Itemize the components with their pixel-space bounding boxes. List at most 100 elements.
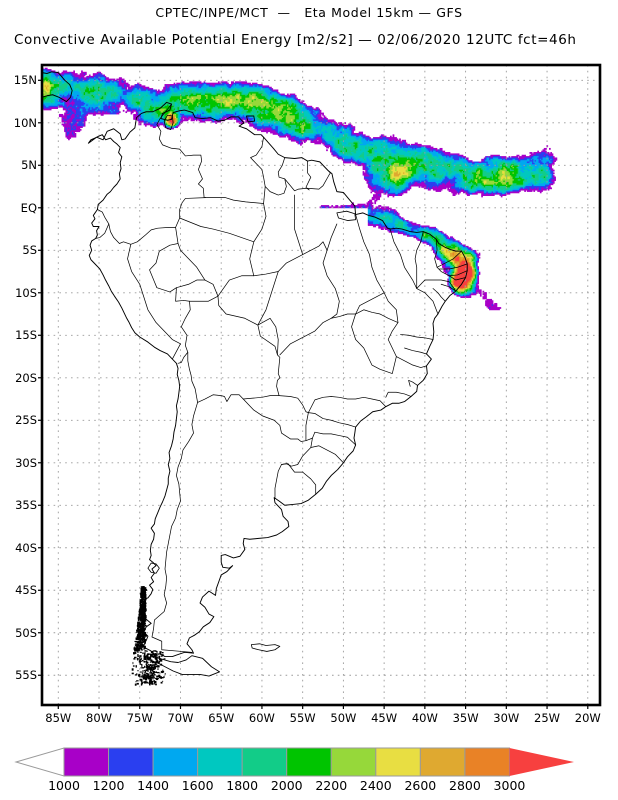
coastline-path <box>187 351 280 403</box>
y-axis-tick-label: 10S <box>15 285 37 300</box>
x-axis-tick-label: 35W <box>452 711 479 725</box>
coastline-path <box>389 227 439 315</box>
colorbar-segment <box>63 747 110 777</box>
graticule-gridlines <box>42 65 600 705</box>
coastline-path <box>416 279 457 292</box>
colorbar-segment <box>419 747 466 777</box>
colorbar-tick-label: 3000 <box>493 778 526 793</box>
coastline-path <box>203 51 216 56</box>
coastline-path <box>151 402 198 653</box>
x-axis-tick-label: 85W <box>45 711 72 725</box>
colorbar-segment <box>241 747 288 777</box>
coastline-path <box>310 445 344 464</box>
coastline-path <box>257 317 279 356</box>
colorbar-segment <box>286 747 332 777</box>
y-axis-tick-label: 35S <box>15 498 37 513</box>
coastline-path <box>179 217 255 243</box>
coastline-path <box>308 396 387 413</box>
x-axis-tick-label: 55W <box>289 711 316 725</box>
coastline-path <box>189 295 281 396</box>
coastline-path <box>414 231 424 289</box>
x-axis-tick-label: 45W <box>371 711 398 725</box>
x-axis-tick-label: 40W <box>411 711 438 725</box>
coastline-path <box>308 412 356 428</box>
coastline-path <box>205 197 264 204</box>
coastline-path <box>87 101 468 658</box>
coastline-path <box>281 463 317 495</box>
coastline-path <box>59 11 146 38</box>
y-axis-tick-label: 15S <box>15 328 37 343</box>
colorbar-segment <box>197 747 243 777</box>
coastline-path <box>176 279 219 297</box>
coastlines-layer <box>42 11 468 677</box>
coastline-path <box>163 114 174 130</box>
colorbar-segment <box>152 747 199 777</box>
colorbar-svg <box>14 747 574 777</box>
y-axis-tick-label: 45S <box>15 583 37 598</box>
colorbar-tick-label: 2600 <box>404 778 437 793</box>
colorbar-extend-low <box>14 747 65 777</box>
colorbar-tick-label: 1000 <box>48 778 80 793</box>
cape-shaded-field <box>42 67 558 311</box>
x-axis-tick-label: 60W <box>248 711 275 725</box>
axis-ticks <box>38 79 589 709</box>
coastline-path <box>404 347 427 355</box>
patagonia-archipelago <box>131 586 166 686</box>
y-axis-tick-label: 20S <box>15 370 37 385</box>
coastline-path <box>351 313 397 374</box>
coastline-path <box>113 51 130 58</box>
y-axis-tick-label: 25S <box>15 413 37 428</box>
colorbar-tick-label: 1800 <box>226 778 259 793</box>
coastline-path <box>278 395 309 442</box>
x-axis-tick-label: 25W <box>534 711 561 725</box>
colorbar-tick-label: 1400 <box>137 778 169 793</box>
y-axis-tick-label: 30S <box>15 455 37 470</box>
colorbar-tick-label: 2800 <box>449 778 481 793</box>
coastline-path <box>322 223 340 319</box>
y-axis-tick-label: 50S <box>15 625 37 640</box>
coastline-path <box>336 210 357 221</box>
coastline-path <box>149 226 191 364</box>
coastline-path <box>294 194 304 255</box>
y-axis-tick-label: 55S <box>15 668 37 683</box>
x-axis-tick-label: 30W <box>493 711 520 725</box>
y-axis-tick-label: 15N <box>13 73 37 88</box>
x-axis-tick-label: 50W <box>330 711 357 725</box>
coastline-path <box>448 270 468 277</box>
colorbar-segment <box>330 747 377 777</box>
coastline-path <box>143 655 221 677</box>
x-axis-tick-label: 75W <box>126 711 153 725</box>
colorbar-segment <box>375 747 421 777</box>
coastline-path <box>284 160 312 192</box>
coastline-path <box>434 238 466 281</box>
coastline-path <box>246 115 256 123</box>
coastline-path <box>400 334 434 340</box>
coastline-path <box>432 288 446 302</box>
coastline-path <box>95 223 110 239</box>
y-axis-tick-label: 5S <box>22 243 37 258</box>
coastline-path <box>385 391 412 398</box>
coastline-path <box>177 243 206 281</box>
coastline-path <box>306 170 331 190</box>
coastline-path <box>250 643 281 652</box>
coastline-path <box>217 271 279 297</box>
x-axis-tick-label: 70W <box>167 711 194 725</box>
colorbar-tick-label: 2400 <box>359 778 392 793</box>
coastline-path <box>355 214 427 368</box>
y-axis-tick-label: 40S <box>15 540 37 555</box>
coastline-path <box>147 562 160 574</box>
y-axis-tick-label: EQ <box>20 200 37 215</box>
coastline-path <box>127 243 181 360</box>
map-svg <box>38 11 602 709</box>
x-axis-tick-label: 65W <box>208 711 235 725</box>
x-axis-tick-label: 20W <box>574 711 601 725</box>
colorbar-tick-label: 1600 <box>181 778 214 793</box>
coastline-path <box>257 241 328 326</box>
map-frame <box>40 63 602 707</box>
colorbar-tick-label: 1200 <box>92 778 125 793</box>
colorbar-tick-label: 2200 <box>315 778 348 793</box>
coastline-path <box>279 309 399 356</box>
coastline-path <box>408 379 418 387</box>
map-plot-area: 15N 10N 5N EQ 5S 10S 15S 20S 25S 30S 35S 40S 45S 50S 5… <box>13 11 602 725</box>
